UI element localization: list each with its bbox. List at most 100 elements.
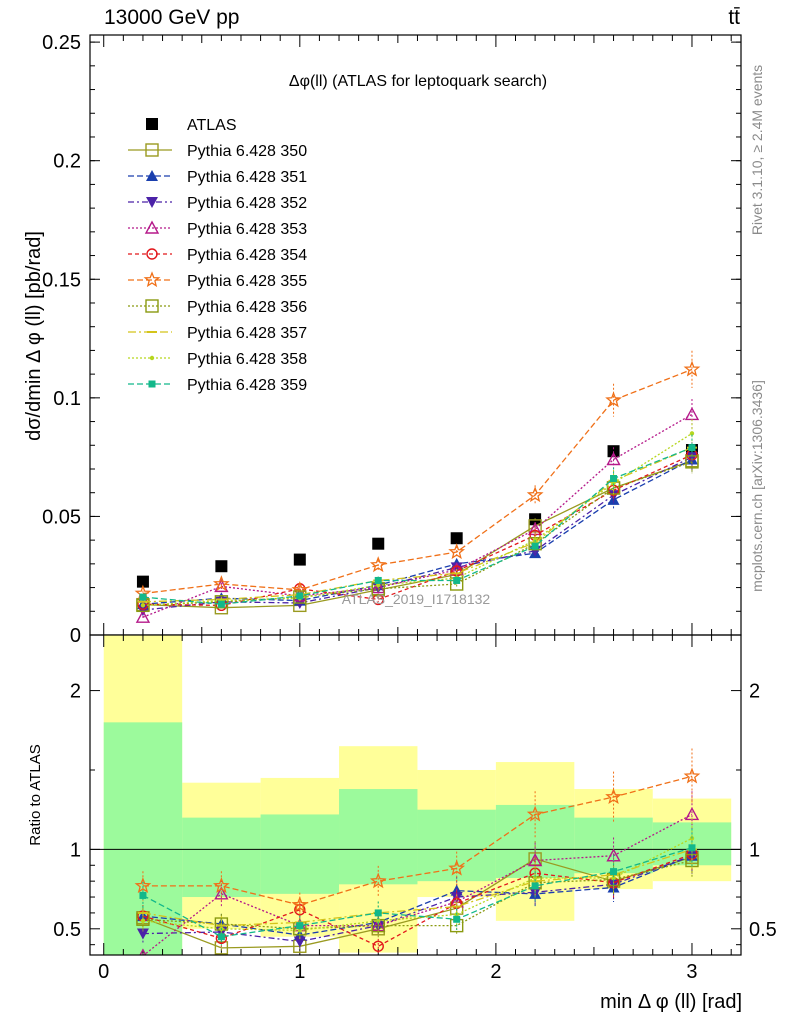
pythia-6-428-359-ratio-point: [374, 909, 382, 917]
ratio-y-tick-label: 0.5: [53, 919, 81, 941]
uncertainty-band-inner-bin: [417, 809, 496, 882]
legend-marker-pythia-6-428-353: [144, 220, 160, 234]
x-tick-label: 2: [490, 961, 501, 983]
legend-marker-pythia-6-428-355: [143, 271, 161, 288]
pythia-6-428-350-line: [142, 460, 693, 609]
pythia-6-428-352-ratio-line: [142, 855, 693, 943]
ratio-series-group: [134, 748, 701, 955]
pythia-6-428-356-point: [293, 590, 307, 604]
main-y-axis-label: dσ/dmin Δ φ (ll) [pb/rad]: [23, 231, 45, 441]
pythia-6-428-352-point: [685, 452, 698, 464]
pythia-6-428-352-ratio-point: [293, 936, 306, 948]
pythia-6-428-359-point: [531, 542, 539, 550]
ratio-y-tick-label-right: 1: [749, 839, 760, 861]
pythia-6-428-355-point: [605, 391, 622, 408]
pythia-6-428-358-point: [376, 582, 381, 588]
pythia-6-428-353-point: [606, 452, 621, 466]
pythia-6-428-355-point: [369, 556, 387, 573]
legend-marker-pythia-6-428-358: [149, 355, 155, 361]
pythia-6-428-354-ratio-point: [372, 940, 384, 952]
legend-marker-pythia-6-428-356: [145, 299, 159, 313]
pythia-6-428-359-ratio-point: [610, 868, 618, 876]
pythia-6-428-355-ratio-point: [291, 896, 309, 913]
pythia-6-428-359-ratio-point: [453, 915, 461, 923]
uncertainty-band-inner-bin: [260, 814, 340, 894]
legend-marker-pythia-6-428-354: [146, 248, 158, 260]
pythia-6-428-352-ratio-point: [136, 928, 149, 940]
pythia-6-428-358-ratio-point: [532, 875, 538, 881]
pythia-6-428-355-ratio-point: [448, 859, 465, 876]
pythia-6-428-359-ratio-point: [688, 844, 696, 852]
pythia-6-428-358-point: [140, 603, 146, 608]
main-panel: 0 0.05 0.1 0.15 0.2 0.25 ATLAS Pythia 6.428 350…: [42, 32, 742, 647]
pythia-6-428-355-ratio-point: [212, 877, 230, 894]
energy-label: 13000 GeV pp: [104, 6, 240, 29]
pythia-6-428-353-line: [142, 413, 693, 618]
pythia-6-428-358-point: [689, 431, 695, 436]
pythia-6-428-358-ratio-point: [376, 918, 381, 924]
ratio-y-tick-label: 2: [70, 681, 81, 703]
pythia-6-428-359-ratio-point: [531, 882, 539, 890]
atlas-point: [607, 445, 620, 458]
legend-label-pythia-6-428-355: Pythia 6.428 355: [187, 273, 307, 290]
pythia-6-428-355-ratio-point: [369, 872, 387, 889]
x-tick-label: 1: [294, 961, 305, 983]
ratio-frame: [89, 634, 742, 956]
legend-label-pythia-6-428-359: Pythia 6.428 359: [187, 377, 307, 394]
atlas-point: [293, 553, 306, 566]
legend-label-pythia-6-428-357: Pythia 6.428 357: [187, 325, 307, 342]
legend-label-pythia-6-428-351: Pythia 6.428 351: [187, 169, 307, 186]
rivet-label: Rivet 3.1.10, ≥ 2.4M events: [749, 65, 765, 235]
pythia-6-428-359-point: [139, 593, 147, 601]
x-tick-label: 0: [98, 961, 109, 983]
legend-marker-atlas: [146, 118, 158, 130]
pythia-6-428-359-point: [374, 576, 382, 584]
pythia-6-428-359-point: [217, 600, 225, 608]
x-axis-label: min Δ φ (ll) [rad]: [600, 991, 742, 1013]
legend-marker-pythia-6-428-352: [146, 197, 158, 208]
main-plot-area: [90, 35, 741, 635]
legend-marker-pythia-6-428-359: [148, 380, 156, 388]
pythia-6-428-355-ratio-point: [605, 788, 622, 805]
process-label: tt̄: [728, 6, 740, 29]
legend-label-pythia-6-428-354: Pythia 6.428 354: [187, 247, 307, 264]
legend: ATLAS Pythia 6.428 350 Pythia 6.428 351 Pyt…: [128, 117, 307, 394]
ratio-y-tick-label-right: 2: [749, 681, 760, 703]
legend-marker-pythia-6-428-351: [146, 170, 158, 181]
pythia-6-428-355-ratio-point: [526, 805, 544, 822]
pythia-6-428-355-ratio-point: [683, 767, 701, 784]
legend-label-pythia-6-428-350: Pythia 6.428 350: [187, 143, 307, 160]
pythia-6-428-359-ratio-point: [296, 922, 304, 930]
pythia-6-428-352-ratio-point: [372, 920, 385, 932]
atlas-point: [372, 537, 385, 550]
pythia-6-428-355-ratio-line: [142, 775, 693, 906]
pythia-6-428-351-ratio-line: [142, 855, 693, 936]
mcplots-label: mcplots.cern.ch [arXiv:1306.3436]: [749, 380, 765, 592]
legend-label-pythia-6-428-358: Pythia 6.428 358: [187, 351, 307, 368]
pythia-6-428-359-line: [142, 446, 693, 605]
pythia-6-428-354-ratio-line: [142, 853, 693, 948]
main-title: Δφ(ll) (ATLAS for leptoquark search): [289, 73, 547, 90]
pythia-6-428-353-point: [371, 580, 386, 594]
pythia-6-428-353-point: [135, 609, 151, 623]
pythia-6-428-355-line: [142, 368, 693, 595]
atlas-point: [450, 532, 463, 545]
pythia-6-428-355-point: [526, 486, 544, 503]
pythia-6-428-357-line: [142, 447, 693, 603]
x-tick-label: 3: [686, 961, 697, 983]
pythia-6-428-359-ratio-point: [217, 933, 225, 941]
pythia-6-428-359-ratio-line: [142, 847, 693, 938]
legend-label-pythia-6-428-352: Pythia 6.428 352: [187, 195, 307, 212]
main-y-tick-label: 0.15: [42, 269, 81, 291]
ratio-y-tick-label: 1: [70, 839, 81, 861]
main-y-tick-label: 0.2: [53, 151, 81, 173]
pythia-6-428-358-ratio-point: [297, 928, 303, 933]
pythia-6-428-358-point: [611, 481, 616, 486]
pythia-6-428-357-ratio-line: [142, 848, 693, 927]
pythia-6-428-355-point: [683, 360, 701, 377]
ratio-bands: [103, 635, 732, 955]
watermark-label: ATLAS_2019_I1718132: [342, 591, 491, 607]
pythia-6-428-355-point: [448, 543, 466, 560]
pythia-6-428-359-point: [453, 576, 461, 584]
